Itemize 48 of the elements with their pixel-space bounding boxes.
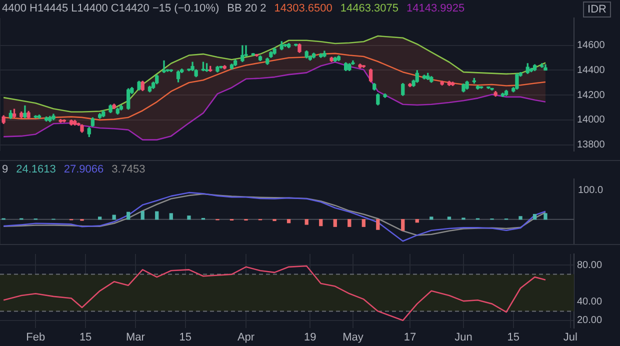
- text: 100.0: [578, 184, 604, 196]
- bar: [376, 219, 380, 230]
- bar: [140, 211, 144, 220]
- x-tick-label: Feb: [26, 331, 46, 344]
- bar: [430, 216, 434, 220]
- bar: [447, 216, 452, 220]
- x-tick-label: Jun: [454, 331, 472, 344]
- x-tick-label: Jul: [563, 331, 578, 344]
- bar: [362, 219, 366, 227]
- bar: [319, 219, 323, 226]
- text: 9: [2, 164, 8, 176]
- x-tick-label: 19: [304, 331, 316, 344]
- y-axis-title: IDR: [588, 4, 607, 16]
- text: 4400 H14445 L14400 C14420 −15 (−0.10%): [2, 2, 220, 15]
- text: 27.9066: [64, 164, 104, 176]
- bar: [401, 219, 405, 231]
- y-tick-label: 13800: [577, 140, 606, 151]
- bar: [333, 219, 337, 227]
- bar: [169, 213, 173, 220]
- x-tick-label: 15: [507, 331, 520, 344]
- y-tick-label: 14400: [577, 64, 606, 76]
- bar: [286, 219, 291, 224]
- y-tick-label: 14600: [577, 40, 606, 52]
- x-tick-label: 15: [179, 331, 192, 344]
- y-tick-label: 14000: [577, 114, 606, 126]
- bar: [532, 214, 537, 220]
- y-tick-label: 40.00: [577, 296, 602, 308]
- bar: [518, 216, 522, 220]
- text: 14463.3075: [340, 2, 398, 15]
- text: 3.7453: [112, 164, 146, 176]
- text: 14143.9925: [406, 2, 465, 15]
- x-tick-label: 15: [79, 331, 92, 344]
- x-tick-label: May: [342, 331, 364, 344]
- bar: [155, 211, 159, 220]
- bar: [415, 219, 419, 223]
- bar: [304, 219, 308, 225]
- x-tick-label: 17: [404, 331, 416, 344]
- bar: [348, 219, 352, 227]
- text: 24.1613: [16, 164, 56, 176]
- x-tick-label: Mar: [126, 331, 146, 344]
- x-tick-label: Apr: [237, 331, 255, 344]
- y-tick-label: 20.00: [577, 315, 602, 326]
- bar: [544, 213, 548, 220]
- text: BB 20 2: [227, 2, 266, 15]
- text: 14303.6500: [274, 2, 332, 15]
- bar: [187, 216, 191, 220]
- y-tick-label: 14200: [577, 90, 606, 101]
- y-tick-label: 80.00: [577, 260, 602, 271]
